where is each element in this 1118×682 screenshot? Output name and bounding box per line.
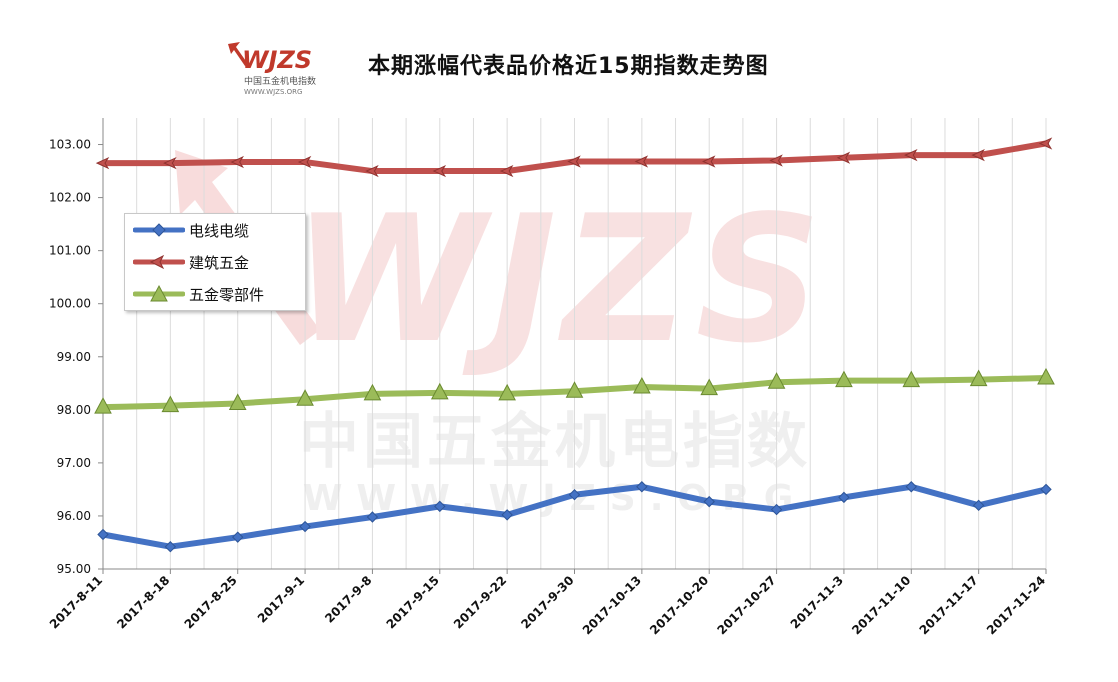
data-point — [838, 491, 850, 504]
watermark-line1: 中国五金机电指数 — [299, 407, 811, 477]
data-point — [703, 495, 715, 508]
data-point — [297, 155, 312, 169]
legend-item-cable: 电线电缆 — [133, 218, 249, 242]
data-point — [634, 155, 649, 168]
x-tick-label: 2017-9-1 — [255, 573, 307, 625]
data-point — [164, 541, 177, 553]
y-tick-label: 95.00 — [57, 562, 91, 576]
series — [94, 137, 1055, 553]
data-point — [1038, 137, 1053, 150]
chart-title: 本期涨幅代表品价格近15期指数走势图 — [368, 54, 769, 79]
data-point — [363, 383, 382, 401]
grid — [102, 118, 1047, 569]
y-tick-label: 103.00 — [49, 138, 91, 152]
data-point — [95, 156, 110, 170]
legend-label: 五金零部件 — [189, 285, 265, 304]
y-tick-label: 97.00 — [57, 456, 91, 470]
legend-item-building-hardware: 建筑五金 — [133, 250, 249, 274]
series-2 — [94, 367, 1055, 414]
data-point — [567, 155, 581, 168]
data-point — [1040, 483, 1052, 496]
data-point — [565, 381, 584, 398]
y-tick-label: 100.00 — [49, 297, 91, 311]
legend: 电线电缆 建筑五金 五金零部件 — [124, 213, 306, 311]
data-point — [432, 164, 447, 178]
logo-mark: WJZS — [242, 46, 312, 74]
data-point — [430, 382, 449, 400]
data-point — [230, 155, 244, 169]
data-point — [94, 397, 112, 414]
watermark-mark: WJZS — [292, 179, 827, 382]
data-point — [769, 154, 783, 167]
y-tick-label: 99.00 — [57, 350, 91, 364]
data-point — [767, 372, 786, 389]
data-point — [836, 151, 851, 164]
x-tick-label: 2017-9-22 — [451, 573, 509, 631]
logo: WJZS 中国五金机电指数 WWW.WJZS.ORG — [226, 38, 326, 100]
x-tick-label: 2017-8-25 — [182, 573, 240, 631]
x-tick-label: 2017-10-13 — [580, 573, 644, 637]
x-tick-label: 2017-9-15 — [384, 573, 442, 631]
data-point — [501, 509, 513, 521]
x-tick-label: 2017-11-3 — [788, 573, 846, 631]
data-point — [296, 389, 314, 406]
data-point — [702, 155, 716, 168]
data-point — [770, 503, 783, 516]
legend-label: 建筑五金 — [189, 253, 250, 272]
data-point — [299, 520, 311, 533]
data-point — [700, 378, 719, 396]
x-tick-label: 2017-10-27 — [715, 573, 779, 637]
legend-marker-triangle-icon — [133, 284, 185, 302]
data-point — [905, 481, 917, 493]
data-point — [163, 156, 177, 170]
data-point — [161, 395, 180, 413]
legend-item-hardware-parts: 五金零部件 — [133, 282, 264, 306]
x-tick-label: 2017-11-24 — [984, 573, 1048, 637]
y-tick-label: 101.00 — [49, 244, 91, 258]
x-tick-label: 2017-8-18 — [114, 573, 172, 631]
data-point — [499, 164, 514, 178]
series-0 — [97, 481, 1052, 553]
legend-marker-arrow-icon — [133, 254, 185, 270]
x-tick-label: 2017-9-30 — [518, 573, 576, 631]
data-point — [498, 383, 516, 401]
y-tick-label: 102.00 — [49, 191, 91, 205]
logo-line2: WWW.WJZS.ORG — [244, 88, 302, 96]
legend-marker-diamond-icon — [133, 223, 185, 237]
data-point — [232, 531, 244, 543]
data-point — [971, 149, 985, 162]
logo-line1: 中国五金机电指数 — [244, 75, 316, 87]
data-point — [1037, 367, 1055, 385]
x-tick-label: 2017-11-17 — [917, 573, 981, 637]
y-tick-label: 98.00 — [57, 403, 91, 417]
x-tick-label: 2017-10-20 — [647, 573, 711, 637]
logo-arrow-icon — [228, 42, 248, 66]
data-point — [972, 499, 985, 512]
x-tick-label: 2017-8-11 — [47, 573, 105, 631]
legend-label: 电线电缆 — [189, 221, 250, 240]
data-point — [366, 511, 379, 523]
x-tick-label: 2017-9-8 — [322, 573, 374, 625]
data-point — [835, 370, 853, 388]
data-point — [228, 393, 247, 410]
data-point — [969, 369, 988, 387]
data-point — [434, 500, 446, 513]
data-point — [902, 370, 921, 388]
data-point — [636, 481, 648, 493]
series-1 — [95, 137, 1053, 178]
data-point — [633, 376, 651, 394]
y-tick-label: 96.00 — [57, 509, 91, 523]
watermark: WJZS 中国五金机电指数 WWW.WJZS.ORG — [175, 150, 827, 519]
data-point — [365, 164, 379, 178]
x-tick-label: 2017-11-10 — [849, 573, 913, 637]
data-point — [568, 489, 581, 501]
data-point — [904, 149, 918, 162]
data-point — [97, 528, 109, 541]
